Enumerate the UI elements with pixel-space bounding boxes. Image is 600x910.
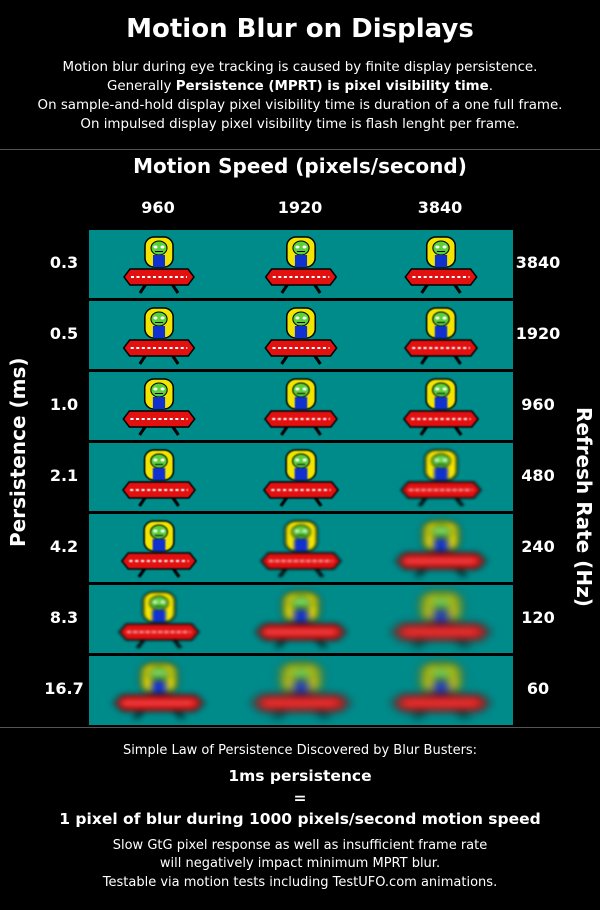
speed-label-3840: 3840 (417, 198, 463, 217)
persistence-value: 4.2 (49, 537, 79, 556)
persistence-value: 8.3 (49, 608, 79, 627)
grid-row (89, 585, 513, 653)
persistence-value: 16.7 (44, 679, 84, 698)
ufo-icon (391, 659, 491, 721)
intro-line-1: Motion blur during eye tracking is cause… (62, 60, 538, 75)
intro-text: Motion blur during eye tracking is cause… (0, 58, 600, 134)
note-line-2: will negatively impact minimum MPRT blur… (159, 856, 441, 871)
ufo-icon (259, 517, 343, 579)
refresh-rate-value: 3840 (515, 253, 561, 272)
ufo-icon (122, 304, 197, 366)
speed-label-1920: 1920 (277, 198, 323, 217)
ufo-icon (403, 233, 478, 295)
persistence-value: 2.1 (49, 466, 79, 485)
ufo-icon (263, 304, 338, 366)
ufo-icon (391, 588, 491, 650)
ufo-icon (402, 375, 480, 437)
ufo-icon (121, 446, 197, 508)
refresh-rate-value: 240 (521, 537, 555, 556)
grid-row (89, 656, 513, 725)
refresh-rate-value: 960 (521, 395, 555, 414)
ufo-grid (89, 230, 513, 725)
law-line-2: 1 pixel of blur during 1000 pixels/secon… (59, 810, 541, 828)
top-divider (0, 149, 600, 150)
grid-row (89, 230, 513, 298)
persistence-value: 0.5 (49, 324, 79, 343)
speed-heading: Motion Speed (pixels/second) (133, 154, 467, 178)
ufo-icon (112, 659, 205, 721)
grid-row (89, 443, 513, 511)
page-title: Motion Blur on Displays (126, 14, 474, 44)
law-line-1: 1ms persistence (228, 767, 372, 785)
intro-line-3: On sample-and-hold display pixel visibil… (37, 98, 563, 113)
ufo-icon (117, 588, 201, 650)
grid-row (89, 514, 513, 582)
ufo-icon (120, 517, 198, 579)
refresh-rate-value: 120 (521, 608, 555, 627)
law-intro: Simple Law of Persistence Discovered by … (122, 743, 478, 758)
law-equals: = (293, 789, 307, 807)
intro-line-2: Generally Persistence (MPRT) is pixel vi… (107, 79, 493, 94)
refresh-rate-value: 60 (526, 679, 550, 698)
ufo-icon (254, 588, 347, 650)
ufo-icon (121, 375, 196, 437)
ufo-icon (399, 446, 483, 508)
note-line-1: Slow GtG pixel response as well as insuf… (112, 838, 488, 853)
note-line-3: Testable via motion tests including Test… (102, 875, 498, 890)
ufo-icon (262, 446, 340, 508)
ufo-icon (264, 233, 339, 295)
bottom-divider (0, 727, 600, 728)
refresh-rate-value: 1920 (515, 324, 561, 343)
speed-label-960: 960 (141, 198, 175, 217)
persistence-value: 1.0 (49, 395, 79, 414)
intro-line-4: On impulsed display pixel visibility tim… (80, 117, 520, 132)
persistence-value: 0.3 (49, 253, 79, 272)
ufo-icon (394, 517, 487, 579)
ufo-icon (251, 659, 351, 721)
grid-row (89, 301, 513, 369)
refresh-rate-axis-label: Refresh Rate (Hz) (572, 407, 596, 607)
persistence-axis-label: Persistence (ms) (6, 357, 30, 547)
ufo-icon (403, 304, 479, 366)
ufo-icon (122, 233, 196, 295)
ufo-icon (263, 375, 339, 437)
grid-row (89, 372, 513, 440)
refresh-rate-value: 480 (521, 466, 555, 485)
